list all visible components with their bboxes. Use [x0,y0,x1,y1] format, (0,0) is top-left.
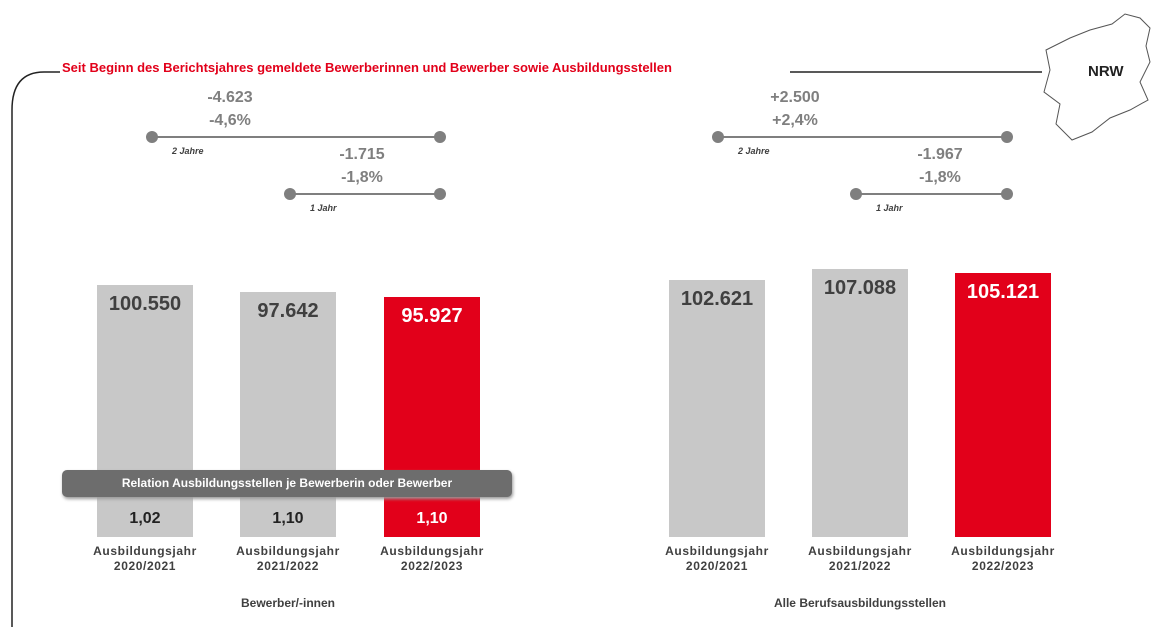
frame-line [11,71,1042,627]
change-value: -1.715 [339,146,385,163]
change-percent: +2,4% [772,112,818,129]
x-tick-label: Ausbildungsjahr 2020/2021 [665,544,769,573]
x-tick-label: Ausbildungsjahr 2021/2022 [236,544,340,573]
change-percent: -1,8% [919,169,961,186]
ratio-label: 1,02 [129,510,161,527]
change-dot [1001,131,1013,143]
ratio-label: 1,10 [416,510,448,527]
nrw-map [1043,13,1151,141]
relation-banner: Relation Ausbildungsstellen je Bewerberi… [62,470,512,497]
change-dot [284,188,296,200]
bar [669,279,765,537]
change-value: -4.623 [207,89,253,106]
change-dot [712,131,724,143]
change-dot [850,188,862,200]
change-dot [146,131,158,143]
change-value: -1.967 [917,146,963,163]
change-percent: -1,8% [341,169,383,186]
change-dot [434,131,446,143]
change-span: 2 Jahre [172,146,204,156]
value-label: 100.550 [108,292,182,315]
value-label: 102.621 [680,287,754,310]
x-axis-label: Alle Berufsausbildungsstellen [773,596,947,610]
change-span: 1 Jahr [876,203,903,213]
x-tick-label: Ausbildungsjahr 2022/2023 [951,544,1055,573]
x-tick-label: Ausbildungsjahr 2022/2023 [380,544,484,573]
ratio-label: 1,10 [272,510,304,527]
change-dot [1001,188,1013,200]
bar [97,284,193,537]
change-span: 2 Jahre [738,146,770,156]
value-label: 105.121 [966,281,1040,304]
value-label: 95.927 [401,304,463,327]
bar [384,296,480,537]
change-line [718,136,1007,138]
x-tick-label: Ausbildungsjahr 2021/2022 [808,544,912,573]
change-span: 1 Jahr [310,203,337,213]
x-tick-label: Ausbildungsjahr 2020/2021 [93,544,197,573]
x-axis-label: Bewerber/-innen [240,596,336,610]
value-label: 107.088 [823,276,897,299]
title: Seit Beginn des Berichtsjahres gemeldete… [62,60,672,75]
bar [955,273,1051,537]
change-percent: -4,6% [209,112,251,129]
bar [240,292,336,537]
change-line [290,193,440,195]
bar [812,268,908,537]
value-label: 97.642 [257,300,319,323]
change-line [152,136,440,138]
change-line [856,193,1007,195]
change-value: +2.500 [770,89,820,106]
region: NRW [1088,63,1124,80]
change-dot [434,188,446,200]
